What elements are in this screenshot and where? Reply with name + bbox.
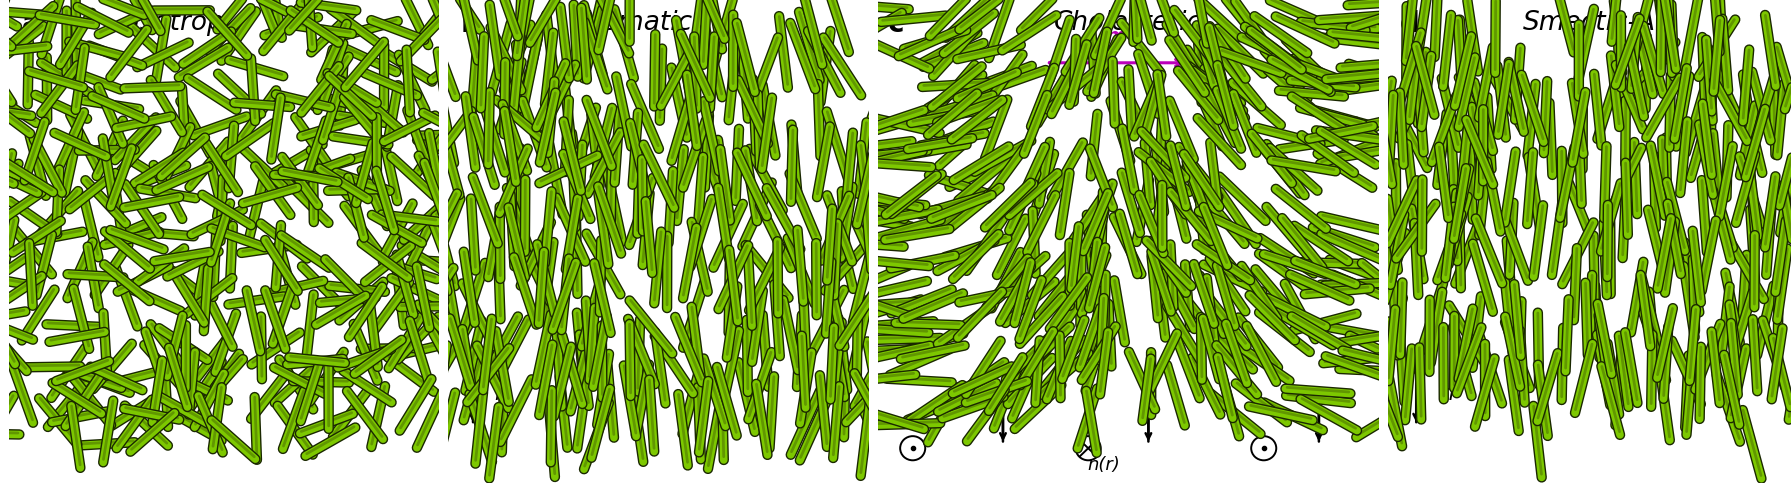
Text: Cholesteric: Cholesteric [1055, 10, 1202, 36]
Text: n: n [1440, 384, 1454, 404]
Text: Isotropic: Isotropic [133, 10, 247, 36]
Text: a: a [21, 10, 41, 38]
Text: Smectic-A: Smectic-A [1522, 10, 1657, 36]
Text: Nematic: Nematic [582, 10, 691, 36]
Text: b: b [460, 10, 480, 38]
Text: c: c [888, 10, 904, 38]
Text: d: d [1401, 10, 1420, 38]
Text: n(r): n(r) [1087, 456, 1119, 474]
Text: n: n [494, 384, 507, 404]
Text: m: m [1105, 27, 1127, 46]
